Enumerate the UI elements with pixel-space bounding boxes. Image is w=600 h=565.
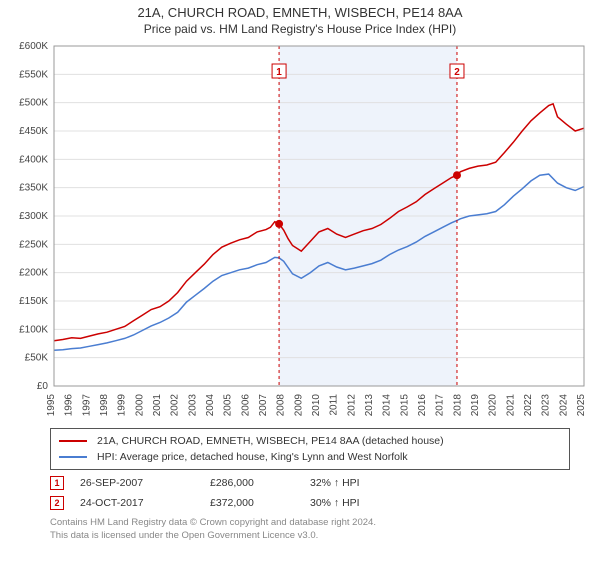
svg-text:£400K: £400K <box>19 154 48 165</box>
marker-date-1: 26-SEP-2007 <box>80 477 210 489</box>
svg-text:1997: 1997 <box>81 394 92 417</box>
svg-text:2010: 2010 <box>311 394 322 417</box>
svg-text:£450K: £450K <box>19 126 48 137</box>
svg-text:2000: 2000 <box>134 394 145 417</box>
footer-line2: This data is licensed under the Open Gov… <box>50 529 570 542</box>
svg-text:£300K: £300K <box>19 211 48 222</box>
svg-text:2005: 2005 <box>223 394 234 417</box>
svg-text:2020: 2020 <box>488 394 499 417</box>
svg-text:1996: 1996 <box>64 394 75 417</box>
marker-price-1: £286,000 <box>210 477 310 489</box>
svg-text:£100K: £100K <box>19 324 48 335</box>
svg-text:£500K: £500K <box>19 98 48 109</box>
svg-text:1: 1 <box>276 67 282 78</box>
marker-badge-2: 2 <box>50 496 64 510</box>
legend-row-s1: 21A, CHURCH ROAD, EMNETH, WISBECH, PE14 … <box>59 433 561 449</box>
svg-text:£600K: £600K <box>19 42 48 52</box>
legend-label-s1: 21A, CHURCH ROAD, EMNETH, WISBECH, PE14 … <box>97 433 444 449</box>
marker-badge-1: 1 <box>50 476 64 490</box>
svg-text:2021: 2021 <box>505 394 516 417</box>
svg-text:£250K: £250K <box>19 239 48 250</box>
page-title: 21A, CHURCH ROAD, EMNETH, WISBECH, PE14 … <box>0 5 600 20</box>
svg-text:2015: 2015 <box>399 394 410 417</box>
svg-text:2002: 2002 <box>170 394 181 417</box>
svg-text:£150K: £150K <box>19 296 48 307</box>
svg-text:2025: 2025 <box>576 394 587 417</box>
marker-price-2: £372,000 <box>210 497 310 509</box>
marker-row-1: 1 26-SEP-2007 £286,000 32% ↑ HPI <box>50 476 570 490</box>
svg-text:1995: 1995 <box>46 394 57 417</box>
svg-text:1999: 1999 <box>117 394 128 417</box>
svg-text:2016: 2016 <box>417 394 428 417</box>
svg-text:£550K: £550K <box>19 69 48 80</box>
svg-text:2012: 2012 <box>346 394 357 417</box>
price-chart: £0 £50K £100K £150K £200K £250K £300K £350K £400… <box>4 42 596 422</box>
svg-text:2024: 2024 <box>558 394 569 417</box>
svg-text:2018: 2018 <box>452 394 463 417</box>
svg-text:2003: 2003 <box>187 394 198 417</box>
marker-table: 1 26-SEP-2007 £286,000 32% ↑ HPI 2 24-OC… <box>50 476 570 510</box>
svg-text:2007: 2007 <box>258 394 269 417</box>
svg-text:2023: 2023 <box>541 394 552 417</box>
svg-text:£350K: £350K <box>19 183 48 194</box>
marker-delta-2: 30% ↑ HPI <box>310 497 360 509</box>
svg-text:£0: £0 <box>37 381 49 392</box>
legend-row-s2: HPI: Average price, detached house, King… <box>59 449 561 465</box>
legend: 21A, CHURCH ROAD, EMNETH, WISBECH, PE14 … <box>50 428 570 470</box>
legend-swatch-s2 <box>59 456 87 458</box>
marker-row-2: 2 24-OCT-2017 £372,000 30% ↑ HPI <box>50 496 570 510</box>
svg-text:2014: 2014 <box>382 394 393 417</box>
svg-text:2009: 2009 <box>293 394 304 417</box>
footer-line1: Contains HM Land Registry data © Crown c… <box>50 516 570 529</box>
chart-svg: £0 £50K £100K £150K £200K £250K £300K £350K £400… <box>4 42 596 422</box>
svg-text:1998: 1998 <box>99 394 110 417</box>
marker-delta-1: 32% ↑ HPI <box>310 477 360 489</box>
svg-text:2006: 2006 <box>240 394 251 417</box>
marker-date-2: 24-OCT-2017 <box>80 497 210 509</box>
svg-text:2001: 2001 <box>152 394 163 417</box>
svg-text:2022: 2022 <box>523 394 534 417</box>
legend-label-s2: HPI: Average price, detached house, King… <box>97 449 408 465</box>
svg-text:2011: 2011 <box>329 394 340 416</box>
svg-text:£50K: £50K <box>25 353 49 364</box>
svg-text:2008: 2008 <box>276 394 287 417</box>
svg-text:2: 2 <box>454 67 460 78</box>
legend-swatch-s1 <box>59 440 87 442</box>
svg-text:2019: 2019 <box>470 394 481 417</box>
svg-text:£200K: £200K <box>19 268 48 279</box>
page-subtitle: Price paid vs. HM Land Registry's House … <box>0 22 600 36</box>
svg-text:2013: 2013 <box>364 394 375 417</box>
svg-text:2017: 2017 <box>435 394 446 417</box>
footer: Contains HM Land Registry data © Crown c… <box>50 516 570 542</box>
svg-text:2004: 2004 <box>205 394 216 417</box>
